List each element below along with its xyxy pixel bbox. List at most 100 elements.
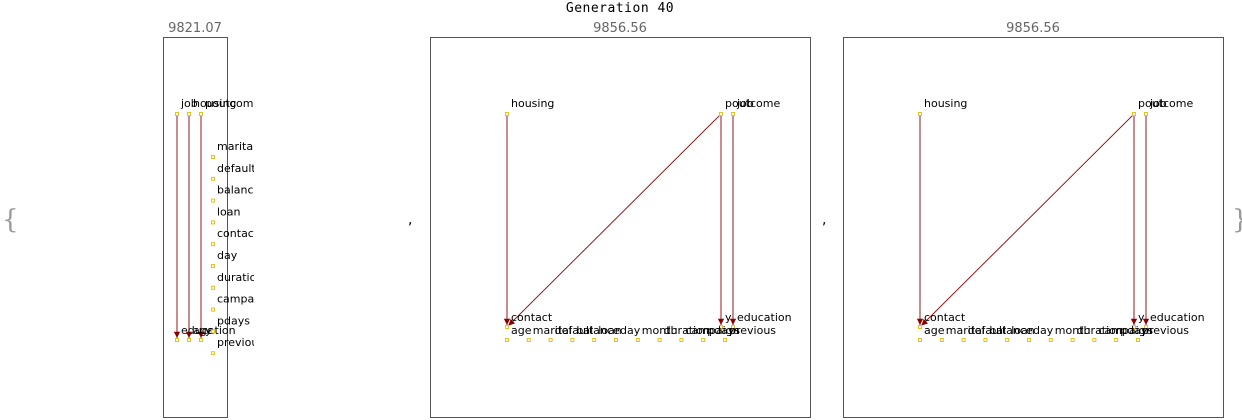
- node-label-education: education: [1150, 311, 1205, 324]
- node-label-poutcome: poutcome: [725, 97, 780, 110]
- node-label-default: default: [217, 162, 256, 175]
- node-balance: [570, 338, 575, 342]
- node-label-contact: contact: [217, 227, 259, 240]
- node-label-poutcome: poutcome: [1138, 97, 1193, 110]
- node-month: [635, 338, 640, 342]
- node-education: [175, 338, 179, 342]
- node-label-balance: balance: [576, 324, 620, 337]
- node-label-pdays: pdays: [1120, 324, 1153, 337]
- panel-score: 9821.07: [168, 21, 222, 36]
- node-job: [731, 112, 735, 116]
- node-previous: [723, 338, 727, 342]
- node-age: [505, 338, 509, 342]
- node-label-contact: contact: [511, 311, 553, 324]
- node-housing: [918, 112, 922, 116]
- node-label-loan: loan: [598, 324, 622, 337]
- node-housing: [505, 112, 509, 116]
- node-label-day: day: [620, 324, 641, 337]
- node-balance: [211, 198, 215, 203]
- node-label-previous: previous: [729, 324, 776, 337]
- node-label-day: day: [217, 249, 238, 262]
- node-marital: [211, 155, 215, 159]
- node-poutcome: [719, 112, 723, 116]
- node-loan: [1005, 338, 1010, 342]
- generation-title: Generation 40: [566, 1, 674, 16]
- node-pdays: [1114, 338, 1119, 342]
- node-previous: [211, 351, 215, 356]
- node-label-y: y: [1138, 311, 1145, 324]
- node-label-education: education: [737, 311, 792, 324]
- panel-frame: [843, 37, 1224, 418]
- node-label-poutcome: poutcome: [205, 97, 260, 110]
- node-age: [918, 338, 922, 342]
- node-previous: [1136, 338, 1140, 342]
- node-label-job: job: [736, 97, 754, 110]
- node-poutcome: [199, 112, 203, 116]
- node-education: [1144, 325, 1148, 329]
- node-default: [211, 176, 215, 181]
- node-campaign: [1092, 338, 1097, 342]
- node-label-balance: balance: [217, 184, 261, 197]
- node-label-pdays: pdays: [217, 314, 250, 327]
- node-label-default: default: [968, 324, 1007, 337]
- node-contact: [918, 325, 922, 329]
- separator-1: ,: [408, 212, 412, 228]
- node-loan: [592, 338, 597, 342]
- node-label-day: day: [1033, 324, 1054, 337]
- node-label-contact: contact: [924, 311, 966, 324]
- node-pdays: [211, 329, 215, 334]
- node-label-loan: loan: [217, 205, 241, 218]
- node-duration: [1070, 338, 1075, 342]
- node-day: [614, 338, 618, 342]
- node-label-previous: previous: [1142, 324, 1189, 337]
- node-default: [961, 338, 966, 342]
- separator-2: ,: [822, 212, 826, 228]
- node-label-y: y: [205, 324, 212, 337]
- node-label-age: age: [511, 324, 532, 337]
- node-loan: [211, 220, 215, 225]
- node-housing: [187, 112, 191, 116]
- panel-frame: [163, 37, 228, 418]
- node-y: [719, 325, 723, 329]
- panel-score: 9856.56: [1006, 21, 1060, 36]
- node-label-job: job: [1149, 97, 1167, 110]
- node-label-housing: housing: [193, 97, 236, 110]
- node-day: [211, 264, 215, 268]
- node-pdays: [701, 338, 706, 342]
- node-label-y: y: [725, 311, 732, 324]
- node-marital: [939, 338, 944, 342]
- node-balance: [983, 338, 988, 342]
- node-duration: [211, 285, 215, 290]
- node-label-balance: balance: [989, 324, 1033, 337]
- node-label-job: job: [180, 97, 198, 110]
- open-brace: {: [2, 205, 19, 235]
- node-label-campaign: campaign: [685, 324, 739, 337]
- node-label-marital: marital: [946, 324, 985, 337]
- node-label-default: default: [555, 324, 594, 337]
- node-label-education: education: [181, 324, 236, 337]
- node-job: [175, 112, 179, 116]
- node-contact: [211, 242, 215, 247]
- close-brace: }: [1232, 205, 1242, 235]
- node-job: [1144, 112, 1148, 116]
- node-label-housing: housing: [924, 97, 967, 110]
- node-marital: [526, 338, 531, 342]
- node-label-marital: marital: [217, 140, 256, 153]
- panel-score: 9856.56: [593, 21, 647, 36]
- node-label-age: age: [193, 324, 214, 337]
- node-label-marital: marital: [533, 324, 572, 337]
- node-label-age: age: [924, 324, 945, 337]
- node-campaign: [211, 307, 215, 312]
- node-campaign: [679, 338, 684, 342]
- node-label-loan: loan: [1011, 324, 1035, 337]
- node-y: [1132, 325, 1136, 329]
- node-label-month: month: [1055, 324, 1091, 337]
- node-education: [731, 325, 735, 329]
- node-day: [1027, 338, 1031, 342]
- edge-poutcome-to-contact: [921, 115, 1133, 326]
- node-label-campaign: campaign: [217, 293, 271, 306]
- node-label-duration: duration: [664, 324, 710, 337]
